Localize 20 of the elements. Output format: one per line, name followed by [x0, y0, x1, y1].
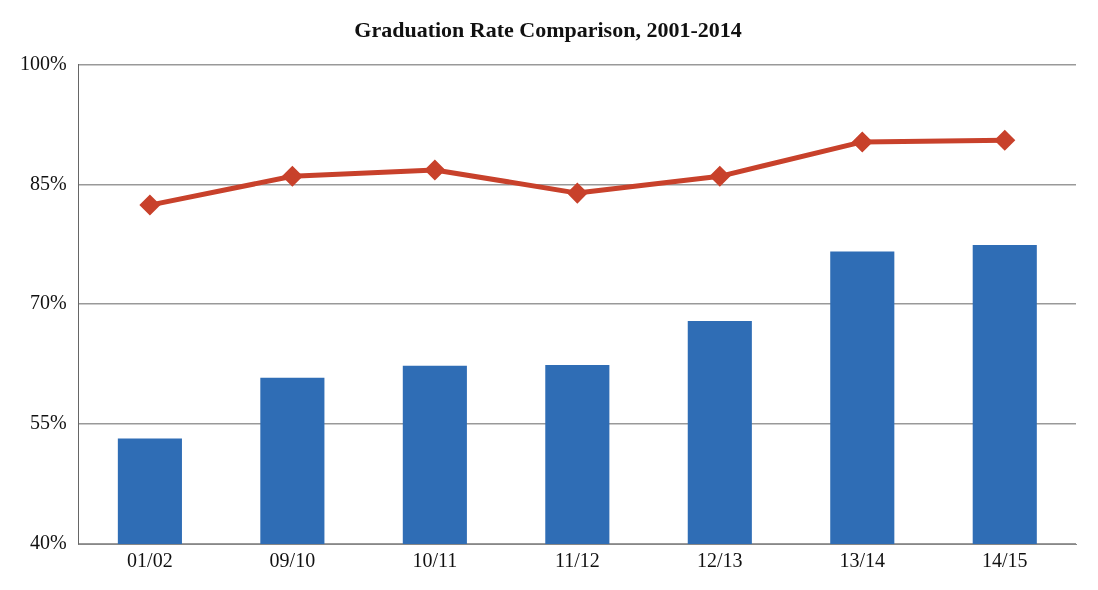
- x-tick-label: 09/10: [269, 549, 316, 572]
- y-tick-label: 70%: [29, 291, 67, 314]
- y-tick-label: 55%: [29, 411, 67, 434]
- x-tick-label: 10/11: [412, 549, 458, 572]
- y-tick-label: 40%: [29, 531, 67, 554]
- x-tick-label: 13/14: [839, 549, 886, 572]
- x-tick-label: 01/02: [127, 549, 173, 572]
- point: [852, 132, 872, 152]
- point: [567, 183, 587, 203]
- x-tick-label: 12/13: [697, 549, 743, 572]
- point: [425, 160, 445, 180]
- point: [710, 166, 730, 186]
- point: [995, 130, 1015, 150]
- x-tick-label: 11/12: [554, 549, 600, 572]
- y-tick-label: 100%: [19, 51, 67, 74]
- point: [282, 166, 302, 186]
- chart-title: Graduation Rate Comparison, 2001-2014: [354, 16, 742, 42]
- y-tick-label: 85%: [29, 171, 67, 194]
- point: [140, 195, 160, 215]
- x-tick-label: 14/15: [981, 549, 1028, 572]
